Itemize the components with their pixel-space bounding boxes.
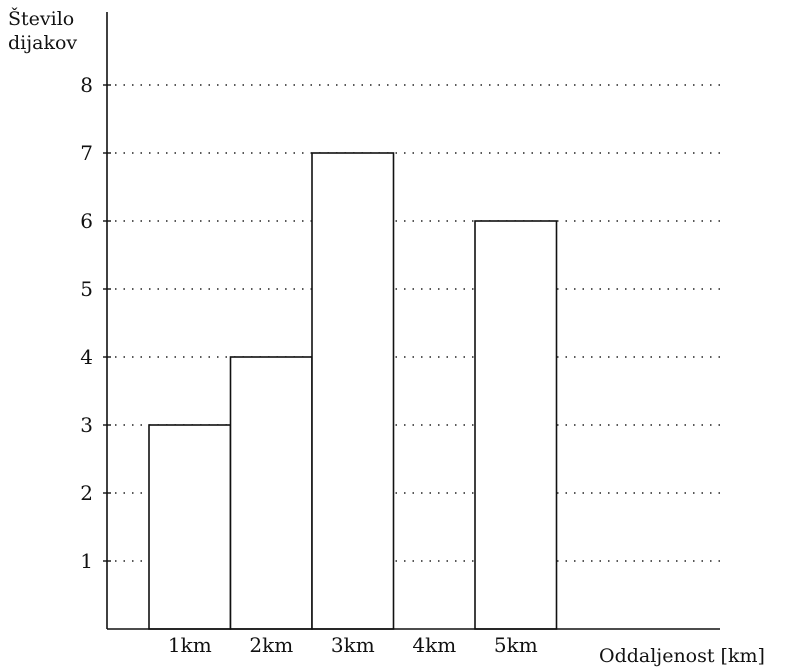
bar-3km — [311, 152, 395, 630]
x-category-label: 2km — [249, 633, 293, 657]
y-tick-label: 4 — [80, 345, 93, 369]
y-tick-label: 7 — [80, 141, 93, 165]
x-category-label: 3km — [331, 633, 375, 657]
y-tick-label: 2 — [80, 481, 93, 505]
y-axis-title-line-2: dijakov — [8, 32, 77, 54]
y-axis-title-line-1: Število — [8, 7, 74, 30]
bar-5km — [474, 220, 558, 630]
x-category-label: 5km — [494, 633, 538, 657]
x-category-label: 4km — [412, 633, 456, 657]
y-tick-label: 5 — [80, 277, 93, 301]
bar-2km — [229, 356, 313, 630]
bars — [148, 152, 558, 630]
y-tick-marks — [103, 84, 111, 562]
y-tick-label: 6 — [80, 209, 93, 233]
y-tick-label: 1 — [80, 549, 93, 573]
y-tick-label: 8 — [80, 73, 93, 97]
x-axis-title: Oddaljenost [km] — [599, 645, 765, 667]
x-category-labels: 1km 2km 3km 4km 5km — [168, 633, 538, 657]
y-tick-labels: 1 2 3 4 5 6 7 8 — [80, 73, 93, 573]
y-tick-label: 3 — [80, 413, 93, 437]
bar-1km — [148, 424, 232, 630]
x-category-label: 1km — [168, 633, 212, 657]
axes — [106, 12, 720, 630]
